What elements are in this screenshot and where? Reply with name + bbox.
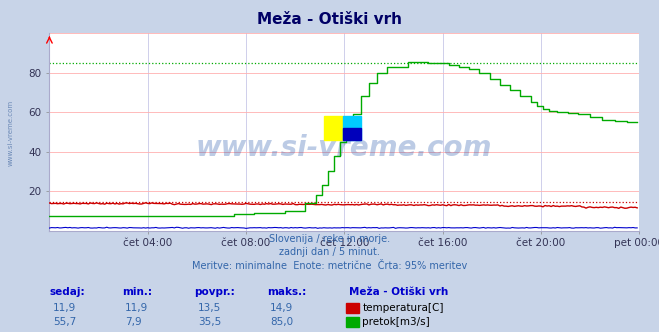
Text: maks.:: maks.: <box>267 287 306 297</box>
Text: zadnji dan / 5 minut.: zadnji dan / 5 minut. <box>279 247 380 257</box>
Text: temperatura[C]: temperatura[C] <box>362 303 444 313</box>
Text: www.si-vreme.com: www.si-vreme.com <box>8 100 14 166</box>
Text: 13,5: 13,5 <box>198 303 221 313</box>
Text: sedaj:: sedaj: <box>49 287 85 297</box>
Bar <box>343 116 361 140</box>
Text: 11,9: 11,9 <box>53 303 76 313</box>
Text: 85,0: 85,0 <box>270 317 293 327</box>
Text: Slovenija / reke in morje.: Slovenija / reke in morje. <box>269 234 390 244</box>
Bar <box>324 116 343 140</box>
Text: Meža - Otiški vrh: Meža - Otiški vrh <box>257 12 402 27</box>
Text: www.si-vreme.com: www.si-vreme.com <box>196 134 492 162</box>
Text: pretok[m3/s]: pretok[m3/s] <box>362 317 430 327</box>
Text: 11,9: 11,9 <box>125 303 148 313</box>
Text: 7,9: 7,9 <box>125 317 142 327</box>
Text: 35,5: 35,5 <box>198 317 221 327</box>
Text: min.:: min.: <box>122 287 152 297</box>
Bar <box>343 128 361 140</box>
Text: Meža - Otiški vrh: Meža - Otiški vrh <box>349 287 449 297</box>
Text: 14,9: 14,9 <box>270 303 293 313</box>
Text: povpr.:: povpr.: <box>194 287 235 297</box>
Text: Meritve: minimalne  Enote: metrične  Črta: 95% meritev: Meritve: minimalne Enote: metrične Črta:… <box>192 261 467 271</box>
Text: 55,7: 55,7 <box>53 317 76 327</box>
